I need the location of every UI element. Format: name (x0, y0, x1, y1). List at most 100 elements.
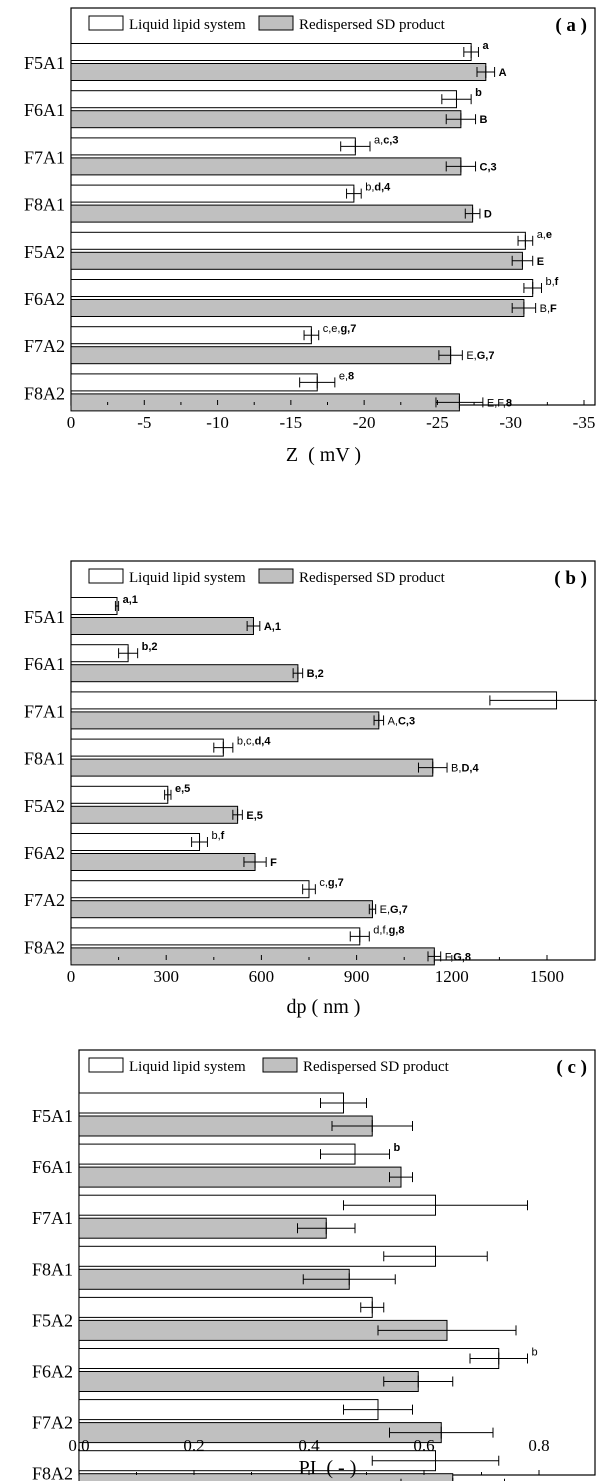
significance-label: a,e (537, 229, 552, 241)
category-label: F8A2 (32, 1464, 73, 1481)
category-label: F6A1 (32, 1157, 73, 1177)
error-bar (320, 1148, 390, 1161)
category-label: F5A2 (32, 1310, 73, 1330)
x-tick-label: 0.0 (68, 1436, 89, 1455)
significance-label: b,f (211, 830, 224, 842)
legend: Liquid lipid system Redispersed SD produc… (88, 15, 446, 33)
error-bar (523, 282, 542, 294)
category-label: F8A1 (24, 749, 65, 769)
legend-label-open: Liquid lipid system (129, 17, 246, 33)
category-label: F5A1 (24, 607, 65, 627)
error-bar (511, 254, 534, 267)
bar (70, 900, 373, 919)
bar (70, 251, 523, 270)
category-label: F7A1 (24, 147, 65, 167)
x-tick-label: 300 (153, 967, 179, 986)
significance-label: b,2 (142, 641, 158, 653)
significance-label: B (480, 114, 488, 126)
bar (70, 758, 434, 777)
category-label: F7A2 (24, 890, 65, 910)
x-tick-label: 0 (67, 413, 76, 432)
bar (70, 326, 312, 345)
error-bar (164, 788, 172, 801)
error-bar (469, 1352, 528, 1365)
error-bar (320, 1097, 367, 1109)
x-tick-label: 0.4 (298, 1436, 320, 1455)
bar (70, 927, 361, 946)
x-tick-label: 600 (249, 967, 275, 986)
bar (70, 110, 462, 129)
error-bar (435, 396, 484, 409)
significance-label: F,G,8 (445, 951, 471, 963)
significance-label: b (475, 87, 482, 99)
error-bar (445, 113, 477, 126)
panel-label: ( a ) (555, 15, 587, 36)
error-bar (511, 302, 537, 314)
error-bar (427, 950, 442, 963)
error-bar (118, 647, 139, 660)
bar (70, 853, 256, 871)
error-bar (303, 329, 320, 342)
error-bar (463, 46, 479, 58)
significance-label: F (270, 857, 277, 869)
x-tick-label: -10 (206, 413, 229, 432)
bar (70, 346, 452, 365)
significance-label: b (532, 1347, 538, 1359)
error-bar (302, 1273, 396, 1286)
significance-label: B,2 (307, 668, 324, 680)
chart-panel-c: Liquid lipid system Redispersed SD produc… (32, 1049, 596, 1481)
error-bar (441, 93, 472, 106)
x-tick-label: -20 (353, 413, 376, 432)
x-tick-label: 0.2 (183, 1436, 204, 1455)
bar (70, 691, 558, 710)
error-bar (243, 856, 267, 868)
significance-label: B,F (540, 303, 557, 315)
significance-label: A,C,3 (388, 715, 416, 727)
error-bar (343, 1199, 528, 1212)
category-label: F5A2 (24, 242, 65, 262)
error-bar (349, 930, 370, 943)
significance-label: A,1 (264, 621, 281, 633)
category-label: F6A2 (24, 289, 65, 309)
x-tick-label: 1200 (435, 967, 469, 986)
x-axis-title: dp ( nm ) (287, 996, 361, 1018)
bar (70, 43, 472, 61)
bar (70, 231, 526, 250)
bar (70, 805, 239, 824)
bar (78, 1348, 500, 1369)
bar (70, 90, 457, 109)
error-bar (246, 620, 261, 632)
category-label: F5A1 (32, 1106, 73, 1126)
panel-label: ( b ) (554, 568, 587, 589)
bar (70, 373, 318, 392)
significance-label: E,F,8 (487, 397, 512, 409)
bar (70, 157, 462, 176)
error-bar (343, 1403, 413, 1416)
significance-label: b (394, 1142, 401, 1154)
error-bar (517, 234, 534, 247)
bar (70, 785, 169, 804)
bar (70, 204, 474, 223)
error-bar (400, 1477, 505, 1481)
significance-label: b,f (545, 276, 558, 288)
bar (78, 1473, 454, 1481)
bar (78, 1422, 442, 1444)
chart-panel-a: Liquid lipid system Redispersed SD produc… (24, 7, 596, 466)
significance-label: E,5 (246, 810, 263, 822)
significance-label: E,G,7 (466, 350, 494, 362)
error-bar (360, 1301, 385, 1314)
x-tick-label: -5 (137, 413, 151, 432)
error-bar (464, 207, 481, 220)
category-label: F5A1 (24, 53, 65, 73)
error-bar (299, 376, 336, 389)
error-bar (377, 1324, 517, 1337)
x-tick-label: -15 (280, 413, 303, 432)
error-bar (302, 883, 316, 896)
error-bar (383, 1375, 454, 1388)
error-bar (232, 808, 243, 821)
x-tick-label: 0.8 (528, 1436, 549, 1455)
significance-label: c,g,7 (319, 877, 343, 889)
category-label: F7A2 (24, 336, 65, 356)
legend: Liquid lipid system Redispersed SD produc… (88, 568, 446, 586)
